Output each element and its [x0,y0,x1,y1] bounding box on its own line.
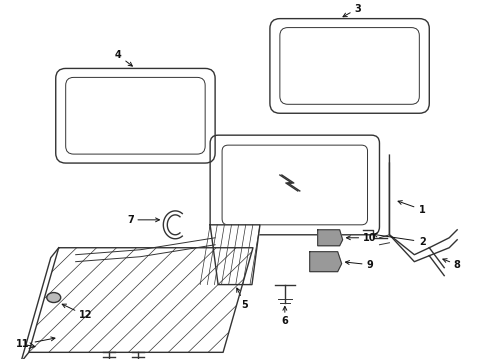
Text: 11: 11 [16,337,55,349]
Text: 10: 10 [346,233,376,243]
Polygon shape [210,225,260,285]
Text: 8: 8 [443,259,461,270]
Polygon shape [29,248,253,352]
Text: 13: 13 [0,359,1,360]
Text: 4: 4 [115,50,132,66]
Text: 3: 3 [343,4,361,17]
Text: 7: 7 [127,215,159,225]
Text: 2: 2 [373,233,426,247]
Ellipse shape [47,293,61,302]
Text: 12: 12 [62,304,93,320]
Polygon shape [29,248,253,352]
Polygon shape [310,252,342,272]
Text: 6: 6 [281,306,288,327]
Text: 9: 9 [345,260,373,270]
Polygon shape [318,230,343,246]
Text: 5: 5 [237,288,248,310]
Text: 1: 1 [398,201,426,215]
